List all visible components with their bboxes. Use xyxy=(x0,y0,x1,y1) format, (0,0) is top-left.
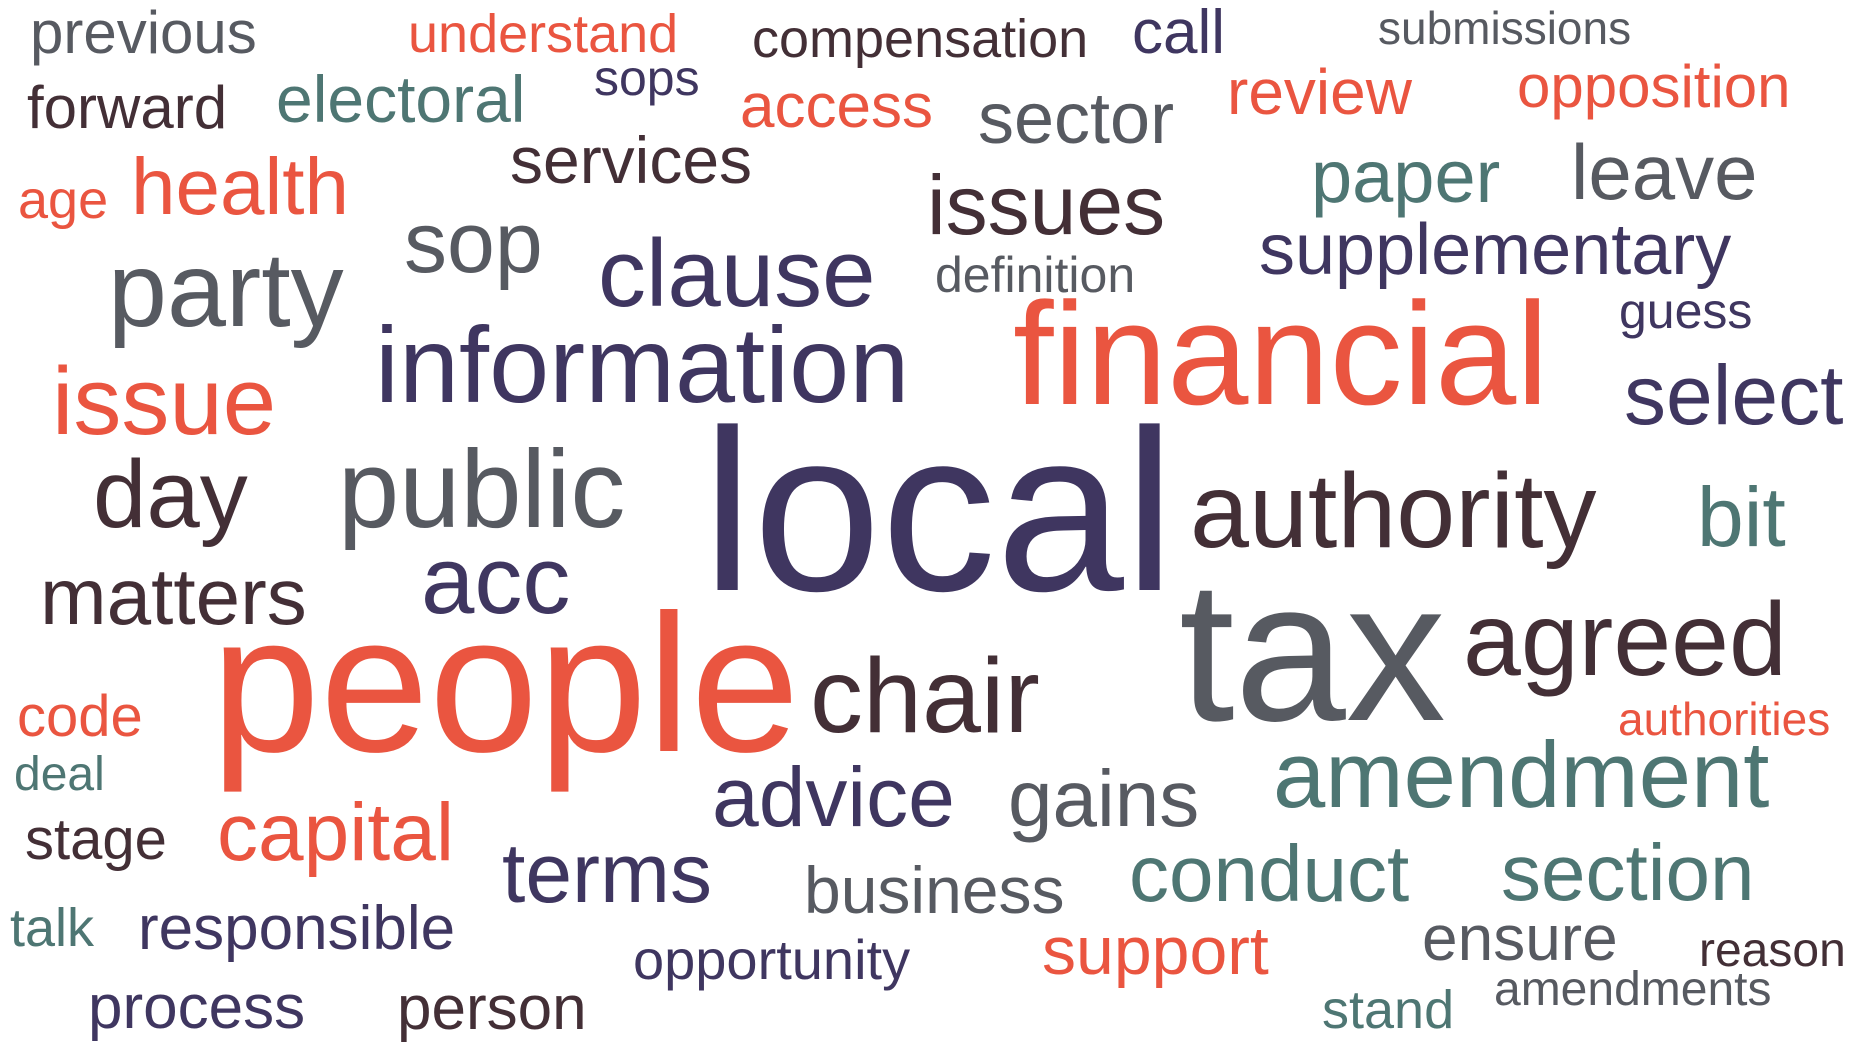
word-acc: acc xyxy=(421,527,571,634)
word-select: select xyxy=(1624,348,1844,442)
word-opportunity: opportunity xyxy=(633,928,911,991)
word-capital: capital xyxy=(217,787,455,878)
word-terms: terms xyxy=(502,826,712,920)
word-agreed: agreed xyxy=(1463,582,1787,698)
word-issues: issues xyxy=(927,158,1166,252)
word-talk: talk xyxy=(10,898,95,958)
word-conduct: conduct xyxy=(1129,829,1410,918)
word-business: business xyxy=(804,853,1065,927)
word-supplementary: supplementary xyxy=(1259,210,1732,290)
word-support: support xyxy=(1042,913,1269,989)
word-tax: tax xyxy=(1179,540,1446,763)
word-responsible: responsible xyxy=(138,894,456,963)
word-services: services xyxy=(510,123,753,197)
word-issue: issue xyxy=(52,348,277,455)
word-sop: sop xyxy=(404,195,543,291)
word-deal: deal xyxy=(14,748,105,801)
word-chair: chair xyxy=(810,637,1040,755)
word-matters: matters xyxy=(40,552,307,641)
word-bit: bit xyxy=(1697,470,1786,564)
word-health: health xyxy=(131,142,349,231)
word-information: information xyxy=(375,304,910,425)
word-review: review xyxy=(1227,56,1412,128)
word-amendment: amendment xyxy=(1273,722,1770,827)
word-local: local xyxy=(702,382,1176,639)
word-party: party xyxy=(108,231,344,349)
word-paper: paper xyxy=(1311,135,1501,218)
word-section: section xyxy=(1501,828,1755,917)
word-advice: advice xyxy=(712,750,955,844)
word-people: people xyxy=(211,574,800,793)
word-stage: stage xyxy=(25,807,167,872)
word-code: code xyxy=(17,684,143,749)
word-submissions: submissions xyxy=(1378,2,1632,54)
word-understand: understand xyxy=(408,4,679,64)
word-authorities: authorities xyxy=(1618,693,1831,745)
word-process: process xyxy=(88,973,306,1042)
word-guess: guess xyxy=(1619,283,1753,339)
word-electoral: electoral xyxy=(276,62,526,136)
word-access: access xyxy=(740,72,933,141)
word-forward: forward xyxy=(27,74,228,141)
word-amendments: amendments xyxy=(1494,963,1772,1016)
word-authority: authority xyxy=(1190,452,1597,570)
word-day: day xyxy=(93,441,248,548)
word-person: person xyxy=(397,974,587,1043)
word-financial: financial xyxy=(1013,272,1549,435)
word-age: age xyxy=(18,170,109,230)
word-compensation: compensation xyxy=(752,9,1089,69)
word-public: public xyxy=(338,428,626,551)
word-reason: reason xyxy=(1699,924,1846,977)
word-leave: leave xyxy=(1571,128,1758,216)
word-gains: gains xyxy=(1008,754,1200,843)
word-clause: clause xyxy=(598,220,876,327)
word-sops: sops xyxy=(594,50,700,106)
word-stand: stand xyxy=(1322,980,1455,1040)
word-definition: definition xyxy=(935,247,1136,303)
word-sector: sector xyxy=(978,79,1175,159)
word-previous: previous xyxy=(30,0,257,66)
word-opposition: opposition xyxy=(1517,53,1791,120)
word-ensure: ensure xyxy=(1422,902,1618,974)
word-call: call xyxy=(1132,0,1226,67)
